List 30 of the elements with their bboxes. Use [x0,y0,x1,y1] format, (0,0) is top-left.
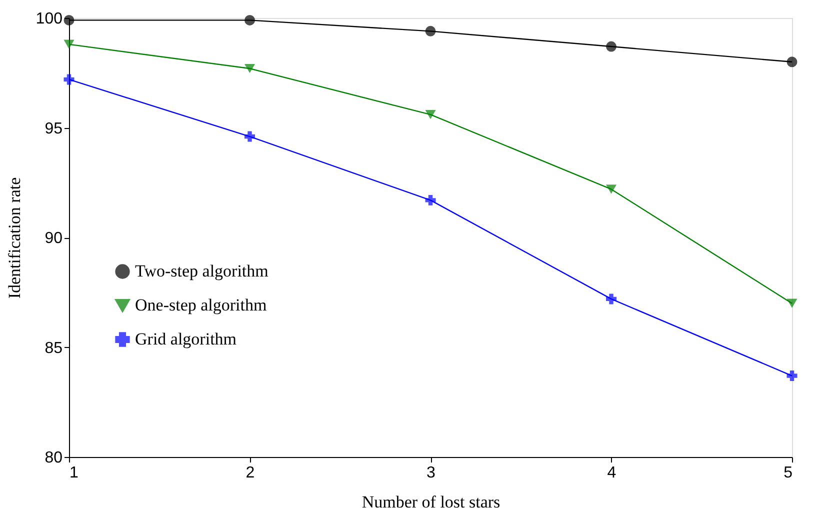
x-tick-label: 4 [607,464,616,482]
y-tick-label: 85 [44,340,63,357]
point [425,26,436,36]
x-tick-label: 3 [426,464,436,482]
y-tick-label: 95 [44,120,63,138]
legend-label: One-step algorithm [135,296,267,314]
point [425,110,436,120]
point [606,294,616,304]
point [244,14,255,26]
x-axis-title: Number of lost stars [362,492,500,512]
point [786,298,798,308]
x-tick-label: 2 [246,464,255,482]
x-tick-label: 5 [784,464,793,482]
point [64,14,74,26]
legend-label: Two-step algorithm [135,262,268,280]
point [425,194,436,206]
point [64,40,74,49]
x-tick-label: 1 [70,464,78,482]
point [786,370,798,382]
legend-label: Grid algorithm [135,330,237,348]
point [244,131,255,142]
point [786,56,798,68]
point [606,41,616,52]
point [606,184,616,194]
point [64,74,74,85]
y-tick-label: 100 [36,10,63,28]
y-axis-title: Identification rate [4,177,24,299]
point [244,64,255,74]
y-tick-label: 80 [44,450,63,466]
y-tick-label: 90 [44,230,63,247]
